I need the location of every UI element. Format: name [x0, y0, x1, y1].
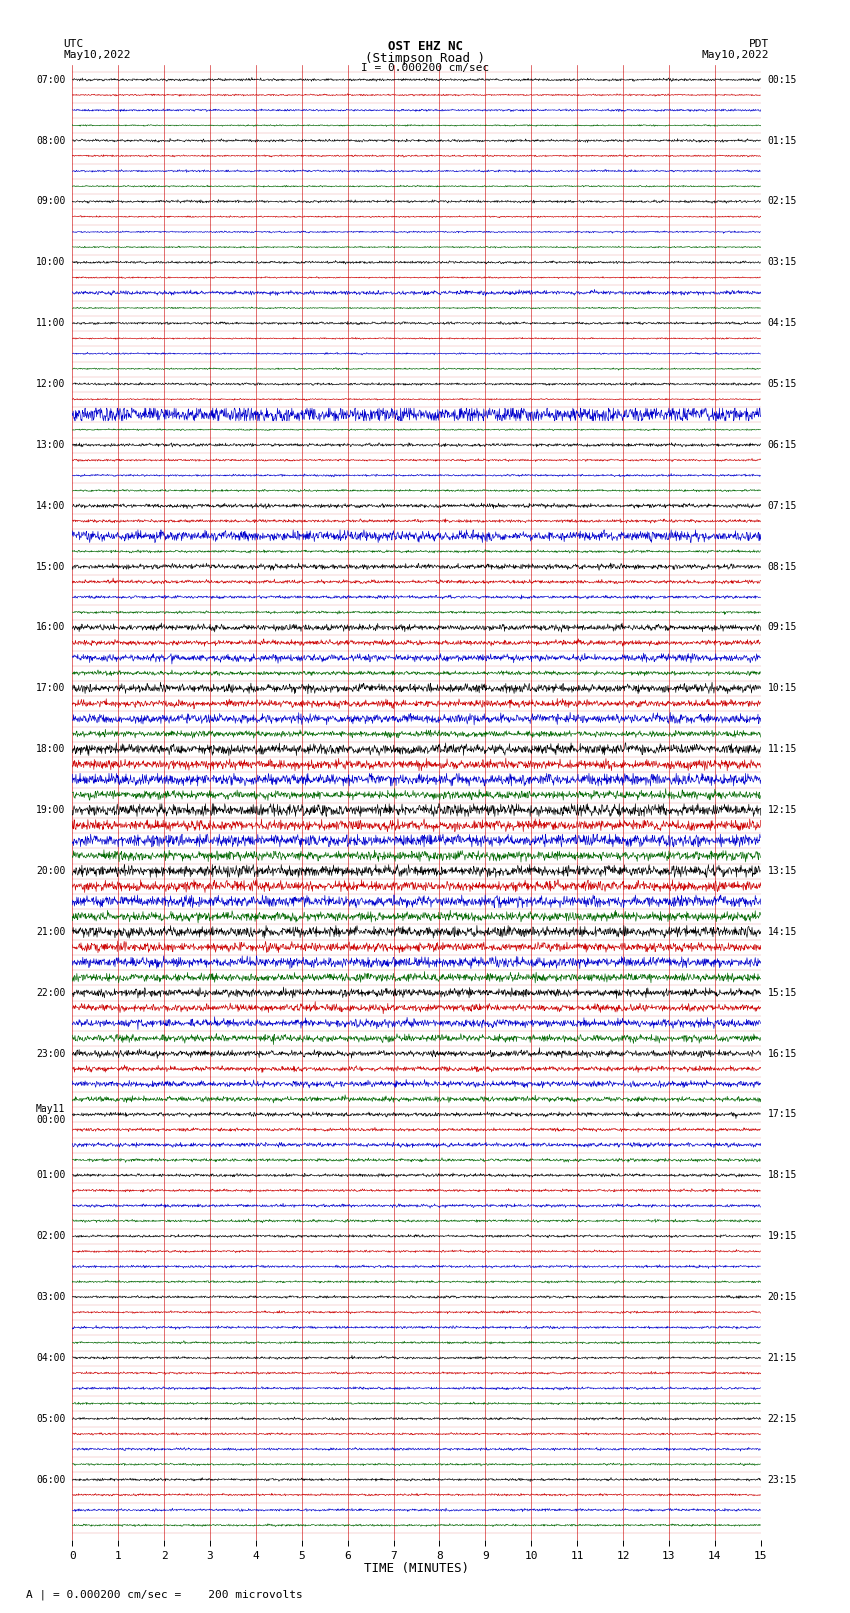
Text: 23:00: 23:00: [36, 1048, 65, 1058]
Text: 01:15: 01:15: [768, 135, 797, 145]
Text: 04:15: 04:15: [768, 318, 797, 327]
Text: 09:15: 09:15: [768, 623, 797, 632]
Text: 01:00: 01:00: [36, 1171, 65, 1181]
Text: 03:00: 03:00: [36, 1292, 65, 1302]
Text: 14:00: 14:00: [36, 500, 65, 511]
Text: 16:15: 16:15: [768, 1048, 797, 1058]
Text: 23:15: 23:15: [768, 1474, 797, 1484]
Text: (Stimpson Road ): (Stimpson Road ): [365, 52, 485, 65]
Text: 13:15: 13:15: [768, 866, 797, 876]
Text: UTC: UTC: [64, 39, 84, 48]
Text: 07:15: 07:15: [768, 500, 797, 511]
Text: A | = 0.000200 cm/sec =    200 microvolts: A | = 0.000200 cm/sec = 200 microvolts: [26, 1589, 303, 1600]
Text: 13:00: 13:00: [36, 440, 65, 450]
Text: 06:00: 06:00: [36, 1474, 65, 1484]
Text: 15:00: 15:00: [36, 561, 65, 571]
Text: PDT: PDT: [749, 39, 769, 48]
Text: May11
00:00: May11 00:00: [36, 1103, 65, 1126]
Text: 21:00: 21:00: [36, 927, 65, 937]
Text: 17:00: 17:00: [36, 684, 65, 694]
Text: 08:15: 08:15: [768, 561, 797, 571]
Text: 07:00: 07:00: [36, 74, 65, 85]
Text: 12:15: 12:15: [768, 805, 797, 815]
Text: 02:15: 02:15: [768, 197, 797, 206]
Text: OST EHZ NC: OST EHZ NC: [388, 40, 462, 53]
Text: 11:15: 11:15: [768, 744, 797, 755]
Text: 10:15: 10:15: [768, 684, 797, 694]
Text: 21:15: 21:15: [768, 1353, 797, 1363]
X-axis label: TIME (MINUTES): TIME (MINUTES): [364, 1563, 469, 1576]
Text: 18:00: 18:00: [36, 744, 65, 755]
Text: 05:00: 05:00: [36, 1413, 65, 1424]
Text: 18:15: 18:15: [768, 1171, 797, 1181]
Text: 02:00: 02:00: [36, 1231, 65, 1240]
Text: 22:15: 22:15: [768, 1413, 797, 1424]
Text: 16:00: 16:00: [36, 623, 65, 632]
Text: 06:15: 06:15: [768, 440, 797, 450]
Text: 00:15: 00:15: [768, 74, 797, 85]
Text: May10,2022: May10,2022: [702, 50, 769, 60]
Text: 12:00: 12:00: [36, 379, 65, 389]
Text: 22:00: 22:00: [36, 987, 65, 998]
Text: 09:00: 09:00: [36, 197, 65, 206]
Text: 20:15: 20:15: [768, 1292, 797, 1302]
Text: 19:15: 19:15: [768, 1231, 797, 1240]
Text: 08:00: 08:00: [36, 135, 65, 145]
Text: 19:00: 19:00: [36, 805, 65, 815]
Text: 11:00: 11:00: [36, 318, 65, 327]
Text: 20:00: 20:00: [36, 866, 65, 876]
Text: 03:15: 03:15: [768, 258, 797, 268]
Text: 04:00: 04:00: [36, 1353, 65, 1363]
Text: 14:15: 14:15: [768, 927, 797, 937]
Text: 05:15: 05:15: [768, 379, 797, 389]
Text: 17:15: 17:15: [768, 1110, 797, 1119]
Text: I = 0.000200 cm/sec: I = 0.000200 cm/sec: [361, 63, 489, 73]
Text: May10,2022: May10,2022: [64, 50, 131, 60]
Text: 15:15: 15:15: [768, 987, 797, 998]
Text: 10:00: 10:00: [36, 258, 65, 268]
